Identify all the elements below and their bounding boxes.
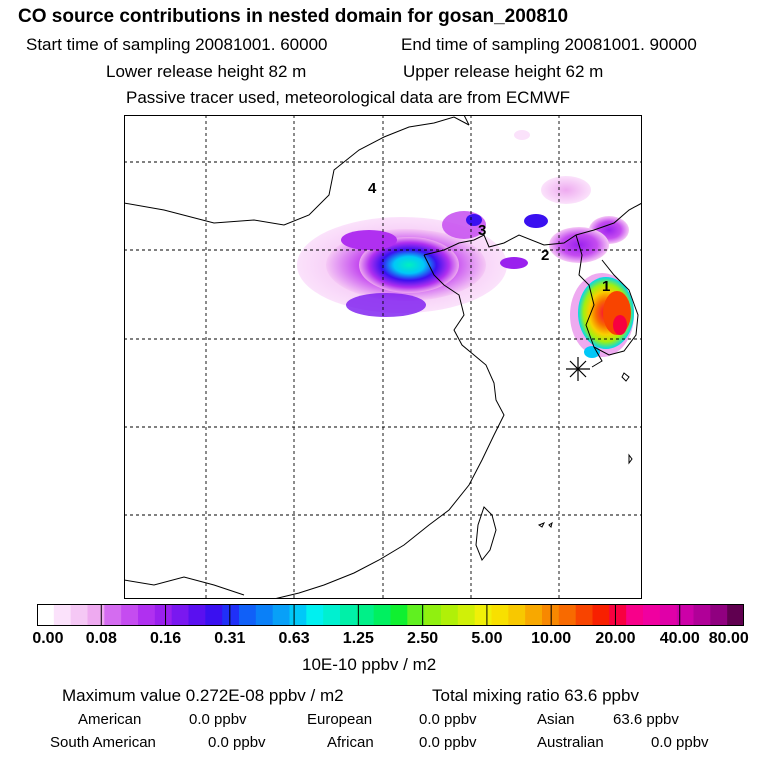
cluster-label-4: 4 xyxy=(368,180,377,197)
cluster-label-3: 3 xyxy=(478,222,486,239)
colorbar-cell xyxy=(323,604,341,626)
colorbar-cell xyxy=(37,604,55,626)
region-name-asian: Asian xyxy=(537,711,575,728)
cluster-label-1: 1 xyxy=(602,278,610,295)
colorbar-cell xyxy=(609,604,627,626)
plume-field-northeast xyxy=(514,130,629,263)
region-value-asian: 63.6 ppbv xyxy=(613,711,679,728)
upper-release-height: Upper release height 62 m xyxy=(403,62,604,81)
receptor-star-icon xyxy=(566,357,590,381)
colorbar-cell xyxy=(373,604,392,626)
colorbar-tick: 0.31 xyxy=(214,630,246,647)
region-name-south-american: South American xyxy=(50,734,156,751)
colorbar-cell xyxy=(693,604,711,626)
end-time: End time of sampling 20081001. 90000 xyxy=(401,35,697,54)
colorbar-cell xyxy=(457,604,476,626)
colorbar-cell xyxy=(727,604,744,626)
colorbar-cell xyxy=(491,604,509,626)
start-time: Start time of sampling 20081001. 60000 xyxy=(26,35,328,54)
colorbar-cell xyxy=(272,604,291,626)
colorbar-tick: 20.00 xyxy=(595,630,636,647)
region-value-african: 0.0 ppbv xyxy=(419,734,477,751)
colorbar-cell xyxy=(659,604,678,626)
colorbar-cell xyxy=(171,604,190,626)
colorbar-cell xyxy=(474,604,493,626)
colorbar-cell xyxy=(70,604,89,626)
colorbar-tick: 10.00 xyxy=(531,630,572,647)
colorbar-cell xyxy=(104,604,122,626)
colorbar-tick: 80.00 xyxy=(708,630,749,647)
colorbar-cell xyxy=(407,604,425,626)
region-value-european: 0.0 ppbv xyxy=(419,711,477,728)
colorbar-cell xyxy=(643,604,661,626)
colorbar-cell xyxy=(592,604,610,626)
region-value-american: 0.0 ppbv xyxy=(189,711,247,728)
region-value-south-american: 0.0 ppbv xyxy=(208,734,266,751)
total-mixing-ratio: Total mixing ratio 63.6 ppbv xyxy=(432,686,639,705)
colorbar-tick: 1.25 xyxy=(342,630,374,647)
plot-title: CO source contributions in nested domain… xyxy=(18,6,569,27)
colorbar-cell xyxy=(188,604,206,626)
colorbar-cell xyxy=(424,604,442,626)
colorbar-tick: 0.08 xyxy=(85,630,117,647)
colorbar-cell xyxy=(710,604,728,626)
colorbar-units: 10E-10 ppbv / m2 xyxy=(302,655,437,674)
colorbar-cell xyxy=(222,604,240,626)
colorbar-cell xyxy=(575,604,594,626)
colorbar-tick: 5.00 xyxy=(471,630,503,647)
colorbar-cell xyxy=(255,604,274,626)
colorbar-tick: 40.00 xyxy=(659,630,700,647)
colorbar-cell xyxy=(508,604,526,626)
map-panel: 1 2 3 4 xyxy=(124,115,642,599)
region-name-african: African xyxy=(327,734,374,751)
colorbar-cell xyxy=(626,604,644,626)
region-name-australian: Australian xyxy=(537,734,604,751)
colorbar-cell xyxy=(306,604,324,626)
colorbar-cell xyxy=(676,604,695,626)
region-name-european: European xyxy=(307,711,373,728)
colorbar-cell xyxy=(289,604,307,626)
region-value-australian: 0.0 ppbv xyxy=(651,734,709,751)
graticule xyxy=(124,115,642,599)
colorbar-cell xyxy=(87,604,105,626)
colorbar-cell xyxy=(525,604,543,626)
cluster-label-2: 2 xyxy=(541,247,549,264)
colorbar-cell xyxy=(154,604,173,626)
colorbar-cell xyxy=(53,604,72,626)
colorbar-cell xyxy=(390,604,408,626)
map-frame xyxy=(124,115,642,599)
max-value: Maximum value 0.272E-08 ppbv / m2 xyxy=(62,686,344,705)
colorbar-cell xyxy=(138,604,156,626)
lower-release-height: Lower release height 82 m xyxy=(106,62,307,81)
colorbar-cell xyxy=(239,604,257,626)
colorbar-cell xyxy=(340,604,358,626)
colorbar-tick: 0.16 xyxy=(149,630,182,647)
colorbar xyxy=(37,604,744,626)
region-name-american: American xyxy=(78,711,142,728)
tracer-note: Passive tracer used, meteorological data… xyxy=(126,88,571,107)
colorbar-tick: 2.50 xyxy=(407,630,439,647)
colorbar-cell xyxy=(121,604,139,626)
colorbar-cell xyxy=(441,604,459,626)
colorbar-cell xyxy=(205,604,223,626)
colorbar-cell xyxy=(356,604,375,626)
colorbar-tick: 0.63 xyxy=(278,630,310,647)
coastlines xyxy=(124,115,642,599)
colorbar-cell xyxy=(558,604,577,626)
plume-field-china xyxy=(297,211,528,317)
colorbar-tick: 0.00 xyxy=(32,630,64,647)
